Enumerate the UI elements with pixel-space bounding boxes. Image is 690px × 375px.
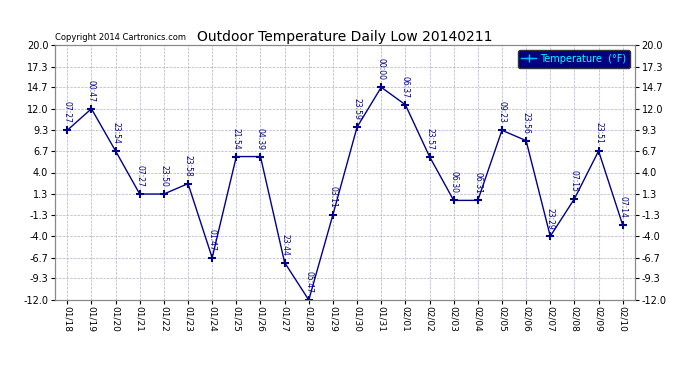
Text: 23:50: 23:50 (159, 165, 168, 187)
Title: Outdoor Temperature Daily Low 20140211: Outdoor Temperature Daily Low 20140211 (197, 30, 493, 44)
Text: 00:47: 00:47 (87, 80, 96, 102)
Text: 03:11: 03:11 (328, 186, 337, 208)
Text: 07:15: 07:15 (570, 170, 579, 192)
Text: 23:51: 23:51 (594, 122, 603, 144)
Text: 04:39: 04:39 (256, 128, 265, 150)
Text: 23:59: 23:59 (353, 98, 362, 120)
Text: 07:27: 07:27 (63, 102, 72, 123)
Text: 06:31: 06:31 (473, 172, 482, 194)
Text: 21:54: 21:54 (232, 128, 241, 150)
Text: 00:00: 00:00 (377, 58, 386, 80)
Text: 23:58: 23:58 (184, 155, 193, 177)
Text: 06:30: 06:30 (449, 171, 458, 194)
Text: 23:54: 23:54 (111, 122, 120, 144)
Text: 23:56: 23:56 (522, 112, 531, 134)
Text: 06:37: 06:37 (401, 76, 410, 98)
Text: 07:14: 07:14 (618, 196, 627, 218)
Legend: Temperature  (°F): Temperature (°F) (518, 50, 630, 68)
Text: 05:47: 05:47 (304, 271, 313, 293)
Text: 23:57: 23:57 (425, 128, 434, 150)
Text: 07:27: 07:27 (135, 165, 144, 187)
Text: 09:23: 09:23 (497, 102, 506, 123)
Text: Copyright 2014 Cartronics.com: Copyright 2014 Cartronics.com (55, 33, 186, 42)
Text: 23:44: 23:44 (280, 234, 289, 256)
Text: 01:47: 01:47 (208, 229, 217, 251)
Text: 23:29: 23:29 (546, 207, 555, 229)
